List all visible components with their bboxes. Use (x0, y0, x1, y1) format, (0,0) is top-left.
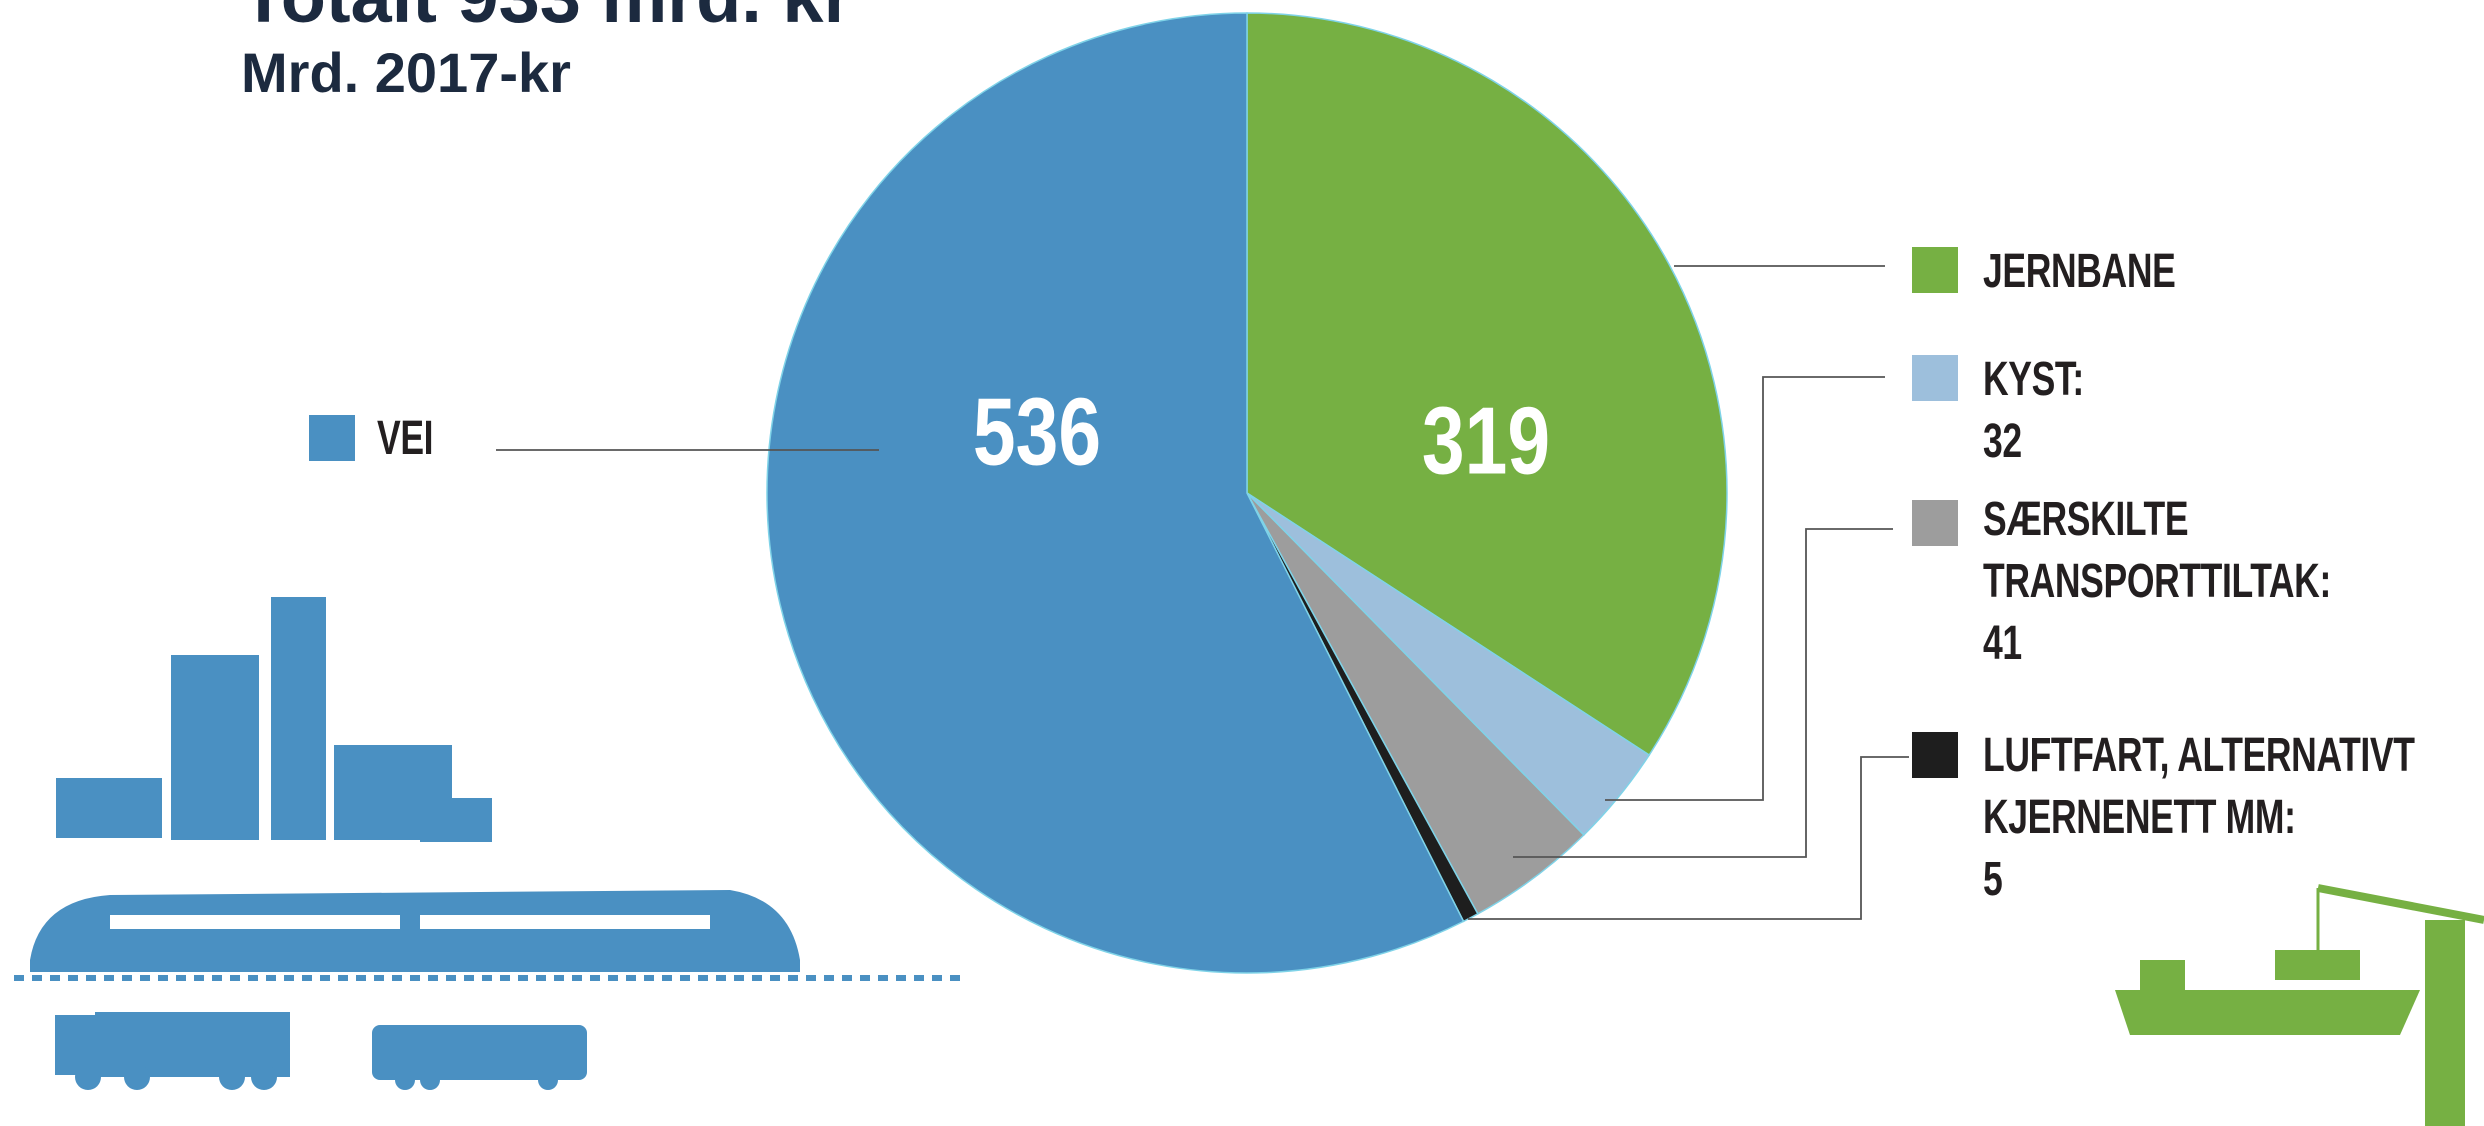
legend-value: 32 (1983, 415, 2022, 468)
chart-title: Totalt 933 mrd. kr (241, 0, 852, 39)
legend-swatch (1912, 732, 1958, 778)
legend-swatch (309, 415, 355, 461)
legend-label: KYST: (1983, 353, 2084, 406)
leader-line (1605, 376, 1885, 801)
pie (766, 12, 1728, 974)
port-icons (2115, 884, 2484, 1126)
transport-icons (14, 597, 960, 1090)
leader-line (1513, 528, 1893, 858)
legend-label: VEI (377, 412, 434, 465)
pie-slice (766, 12, 1465, 974)
train-windows (110, 915, 710, 929)
slice-value: 319 (1422, 387, 1550, 494)
legend-value: 41 (1983, 617, 2022, 670)
chart-subtitle: Mrd. 2017-kr (241, 41, 571, 104)
legend-label: JERNBANE (1983, 245, 2176, 298)
legend-label: LUFTFART, ALTERNATIVT KJERNENETT MM: (1983, 729, 2415, 844)
legend-value: 5 (1983, 853, 2003, 906)
slice-value: 536 (973, 378, 1101, 485)
legend-swatch (1912, 247, 1958, 293)
leader-line (1468, 756, 1909, 920)
legend-swatch (1912, 500, 1958, 546)
legend-swatch (1912, 355, 1958, 401)
legend-label: SÆRSKILTE TRANSPORTTILTAK: (1983, 493, 2331, 608)
pie-slice (1246, 12, 1728, 757)
